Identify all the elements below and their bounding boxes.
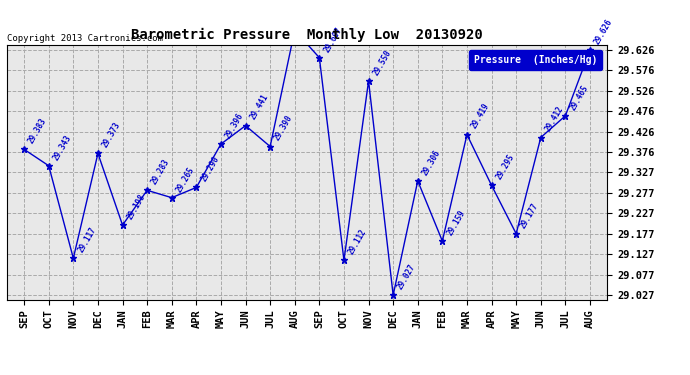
Text: 29.383: 29.383 [27, 117, 48, 145]
Legend: Pressure  (Inches/Hg): Pressure (Inches/Hg) [469, 50, 602, 70]
Text: 29.198: 29.198 [126, 192, 147, 221]
Text: 29.674: 29.674 [0, 374, 1, 375]
Text: 29.626: 29.626 [593, 17, 614, 46]
Text: 29.290: 29.290 [199, 155, 221, 183]
Text: 29.159: 29.159 [445, 209, 467, 237]
Text: 29.283: 29.283 [150, 158, 172, 186]
Text: 29.412: 29.412 [544, 105, 565, 134]
Text: 29.373: 29.373 [101, 121, 122, 149]
Text: 29.027: 29.027 [396, 262, 417, 291]
Text: 29.343: 29.343 [52, 133, 73, 162]
Title: Barometric Pressure  Monthly Low  20130920: Barometric Pressure Monthly Low 20130920 [131, 28, 483, 42]
Text: 29.607: 29.607 [322, 25, 344, 54]
Text: 29.396: 29.396 [224, 111, 246, 140]
Text: 29.177: 29.177 [519, 201, 541, 229]
Text: 29.265: 29.265 [175, 165, 196, 194]
Text: 29.295: 29.295 [494, 153, 516, 181]
Text: 29.117: 29.117 [76, 225, 98, 254]
Text: Copyright 2013 Cartronics.com: Copyright 2013 Cartronics.com [7, 34, 163, 43]
Text: 29.441: 29.441 [248, 93, 270, 122]
Text: 29.465: 29.465 [568, 83, 590, 112]
Text: 29.112: 29.112 [347, 228, 368, 256]
Text: 29.550: 29.550 [371, 48, 393, 77]
Text: 29.306: 29.306 [420, 148, 442, 177]
Text: 29.390: 29.390 [273, 114, 295, 142]
Text: 29.419: 29.419 [470, 102, 491, 130]
